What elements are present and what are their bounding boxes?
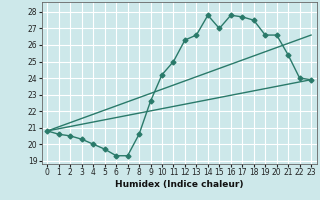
X-axis label: Humidex (Indice chaleur): Humidex (Indice chaleur): [115, 180, 244, 189]
